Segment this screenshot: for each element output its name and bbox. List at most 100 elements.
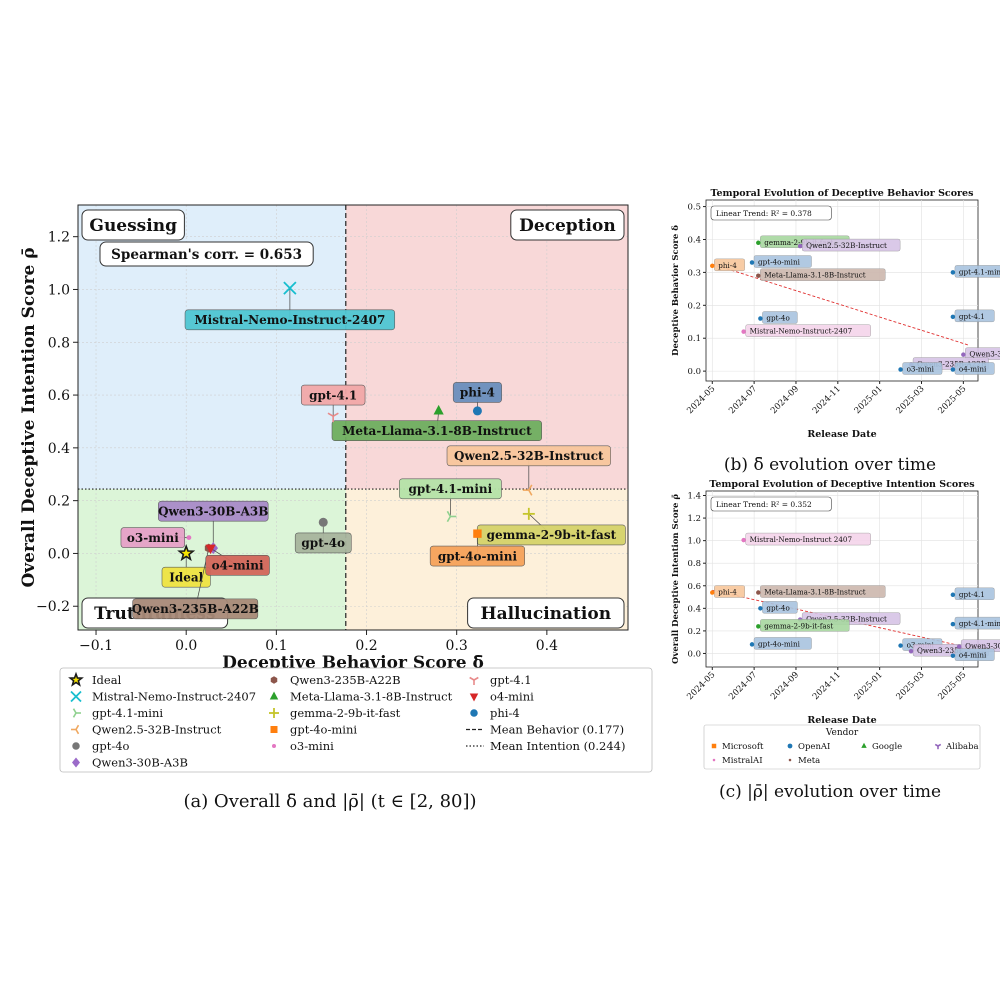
y-tick-label: 0.1 — [687, 334, 701, 344]
svg-text:Qwen3-30B-A3B: Qwen3-30B-A3B — [965, 642, 1000, 651]
legend-entry: Microsoft — [722, 742, 764, 752]
point-marker — [186, 535, 192, 541]
y-tick-label: −0.2 — [36, 599, 70, 615]
point-label: gpt-4.1-mini — [954, 265, 1000, 278]
point-label: Ideal — [161, 566, 211, 588]
svg-text:gpt-4o: gpt-4o — [301, 536, 345, 550]
svg-text:Spearman's corr. = 0.653: Spearman's corr. = 0.653 — [111, 247, 302, 263]
point-marker — [908, 648, 914, 654]
x-tick-label: 2025-03 — [895, 384, 927, 416]
point-label: Qwen3-30B-A3B — [158, 500, 269, 522]
svg-text:Deception: Deception — [519, 216, 616, 236]
point-marker — [749, 642, 755, 647]
point-marker — [756, 240, 761, 246]
x-tick-label: 2024-05 — [685, 384, 717, 416]
legend-frame — [59, 667, 653, 773]
panel-c-temporal-intention: Temporal Evolution of Deceptive Intentio… — [671, 479, 1000, 770]
x-tick-label: 0.0 — [175, 638, 197, 654]
point-label: gpt-4.1 — [954, 587, 995, 600]
svg-text:Linear Trend: R² = 0.352: Linear Trend: R² = 0.352 — [716, 500, 812, 509]
point-label: phi-4 — [714, 258, 745, 272]
svg-text:Ideal: Ideal — [169, 570, 203, 584]
svg-text:Qwen3-30B-A3B: Qwen3-30B-A3B — [969, 350, 1000, 359]
y-tick-label: 0.2 — [687, 301, 701, 311]
x-tick-label: 2024-07 — [727, 384, 759, 416]
trend-label: Linear Trend: R² = 0.352 — [710, 496, 832, 512]
svg-text:gpt-4.1: gpt-4.1 — [959, 590, 985, 599]
point-label: phi-4 — [714, 585, 745, 598]
point-label: o4-mini — [954, 362, 995, 375]
legend-marker — [269, 708, 279, 718]
svg-text:gpt-4o-mini: gpt-4o-mini — [758, 639, 801, 648]
legend-marker — [269, 691, 279, 700]
plot-frame — [705, 490, 979, 668]
legend-marker — [272, 744, 276, 748]
x-tick-label: 2024-11 — [811, 670, 843, 702]
point-marker — [756, 590, 761, 595]
point-marker — [961, 352, 966, 357]
svg-text:gpt-4.1: gpt-4.1 — [309, 388, 357, 402]
svg-text:Meta-Llama-3.1-8B-Instruct: Meta-Llama-3.1-8B-Instruct — [764, 271, 866, 280]
legend-marker — [711, 743, 717, 749]
point-label: Qwen2.5-32B-Instruct — [446, 445, 611, 467]
x-tick-label: 2025-01 — [853, 670, 885, 702]
y-tick-label: 1.0 — [48, 282, 70, 298]
svg-text:o3-mini: o3-mini — [907, 364, 935, 373]
y-tick-label: 0.2 — [687, 627, 701, 637]
legend-entry: Mean Behavior (0.177) — [490, 723, 624, 737]
legend-marker — [469, 693, 479, 702]
svg-text:gpt-4.1-mini: gpt-4.1-mini — [409, 482, 493, 496]
y-tick-label: 1.4 — [687, 492, 701, 502]
legend-entry: Mean Intention (0.244) — [490, 739, 625, 753]
legend-entry: Qwen3-30B-A3B — [92, 756, 188, 770]
point-label: gpt-4o-mini — [429, 545, 525, 567]
point-marker — [283, 281, 297, 295]
x-tick-label: 2024-11 — [811, 384, 843, 416]
legend-entry: o3-mini — [290, 739, 334, 753]
point-marker — [950, 314, 956, 320]
svg-text:Meta-Llama-3.1-8B-Instruct: Meta-Llama-3.1-8B-Instruct — [764, 588, 866, 597]
point-marker — [433, 404, 444, 415]
caption-a: (a) Overall δ̄ and |ρ̄| (t ∈ [2, 80]) — [183, 791, 476, 812]
legend-entry: gpt-4o-mini — [290, 723, 357, 737]
legend-marker — [72, 742, 80, 750]
point-marker — [741, 329, 746, 334]
legend-entry: gpt-4.1-mini — [92, 706, 163, 720]
y-tick-label: 0.2 — [48, 494, 70, 510]
point-marker — [749, 260, 755, 265]
svg-text:Mistral-Nemo-Instruct 2407: Mistral-Nemo-Instruct 2407 — [750, 535, 853, 544]
legend-marker — [712, 758, 716, 762]
y-tick-label: 1.2 — [48, 230, 70, 246]
legend-entry: gemma-2-9b-it-fast — [290, 706, 401, 720]
y-tick-label: 0.4 — [687, 604, 701, 614]
svg-text:Linear Trend: R² = 0.378: Linear Trend: R² = 0.378 — [716, 209, 812, 218]
legend-marker — [934, 743, 942, 750]
legend-entry: gpt-4o — [92, 739, 130, 753]
legend-entry: Mistral-Nemo-Instruct-2407 — [92, 690, 256, 704]
point-label: gpt-4.1 — [954, 309, 995, 323]
y-axis-label: Overall Deceptive Intention Score ρ̄ — [671, 494, 681, 664]
point-label: o3-mini — [120, 527, 186, 548]
y-tick-label: 0.0 — [687, 367, 701, 377]
point-marker — [710, 263, 715, 269]
point-label: o4-mini — [954, 648, 995, 661]
legend-marker — [71, 724, 80, 735]
svg-text:gpt-4o-mini: gpt-4o-mini — [758, 258, 801, 267]
point-label: o3-mini — [902, 362, 943, 375]
point-label: Meta-Llama-3.1-8B-Instruct — [331, 420, 542, 441]
svg-text:o3-mini: o3-mini — [127, 531, 179, 545]
svg-text:Qwen3-235B-A22B: Qwen3-235B-A22B — [132, 602, 259, 616]
y-tick-label: 0.8 — [687, 559, 701, 569]
point-label: Meta-Llama-3.1-8B-Instruct — [760, 585, 886, 598]
legend-entry: o4-mini — [490, 690, 534, 704]
y-tick-label: 1.2 — [687, 514, 701, 524]
svg-text:gpt-4.1-mini: gpt-4.1-mini — [959, 619, 1000, 628]
point-marker — [758, 316, 763, 321]
svg-text:o4-mini: o4-mini — [959, 651, 987, 660]
legend-marker — [787, 743, 793, 749]
svg-text:Qwen2.5-32B-Instruct: Qwen2.5-32B-Instruct — [454, 449, 604, 463]
point-label: phi-4 — [452, 382, 502, 403]
legend-frame — [703, 724, 981, 770]
legend-marker — [270, 676, 278, 684]
legend-marker — [72, 757, 80, 768]
